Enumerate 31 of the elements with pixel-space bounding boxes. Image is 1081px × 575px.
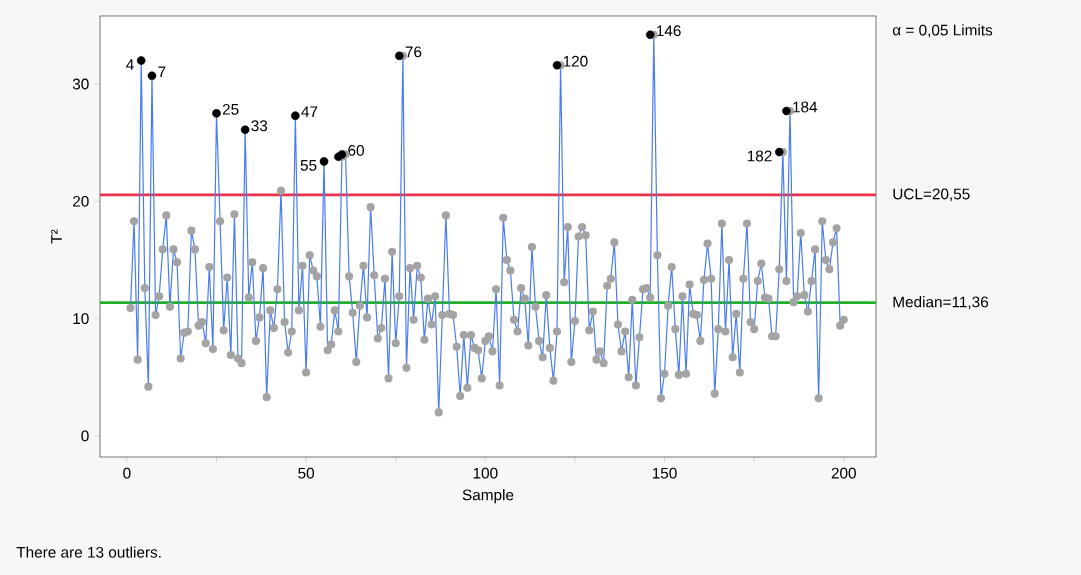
x-tick-label: 200	[831, 467, 856, 479]
ref-line-label: UCL=20,55	[893, 188, 970, 202]
x-axis-title: Sample	[462, 489, 514, 504]
annotation: 120	[563, 55, 588, 67]
annotation: 184	[793, 101, 818, 113]
y-tick-label: 10	[73, 313, 89, 325]
ref-line-label: Median=11,36	[893, 296, 989, 310]
point	[782, 106, 791, 116]
annotation: 182	[747, 150, 772, 162]
y-tick-label: 20	[73, 195, 89, 207]
annotation: 7	[158, 66, 166, 78]
annotation: 146	[656, 25, 681, 37]
y-tick-label: 30	[72, 78, 89, 90]
annotation: 60	[348, 144, 364, 156]
x-tick-label: 50	[298, 467, 315, 479]
x-tick-label: 0	[123, 467, 131, 479]
annotation: 55	[300, 160, 317, 171]
annotation: 25	[222, 103, 239, 115]
point	[774, 147, 784, 157]
annotation: 76	[405, 46, 422, 58]
x-tick-label: 100	[473, 467, 498, 479]
y-axis-title: T²	[51, 229, 62, 244]
annotation: 4	[126, 59, 134, 70]
point	[552, 60, 562, 70]
x-tick-label: 150	[652, 467, 677, 479]
y-tick-label: 0	[81, 430, 89, 442]
annotation: 47	[301, 106, 318, 117]
text: There are 13 outliers.	[16, 546, 161, 558]
point	[645, 30, 655, 40]
text: α = 0,05 Limits	[892, 24, 993, 38]
annotation: 33	[251, 120, 268, 132]
